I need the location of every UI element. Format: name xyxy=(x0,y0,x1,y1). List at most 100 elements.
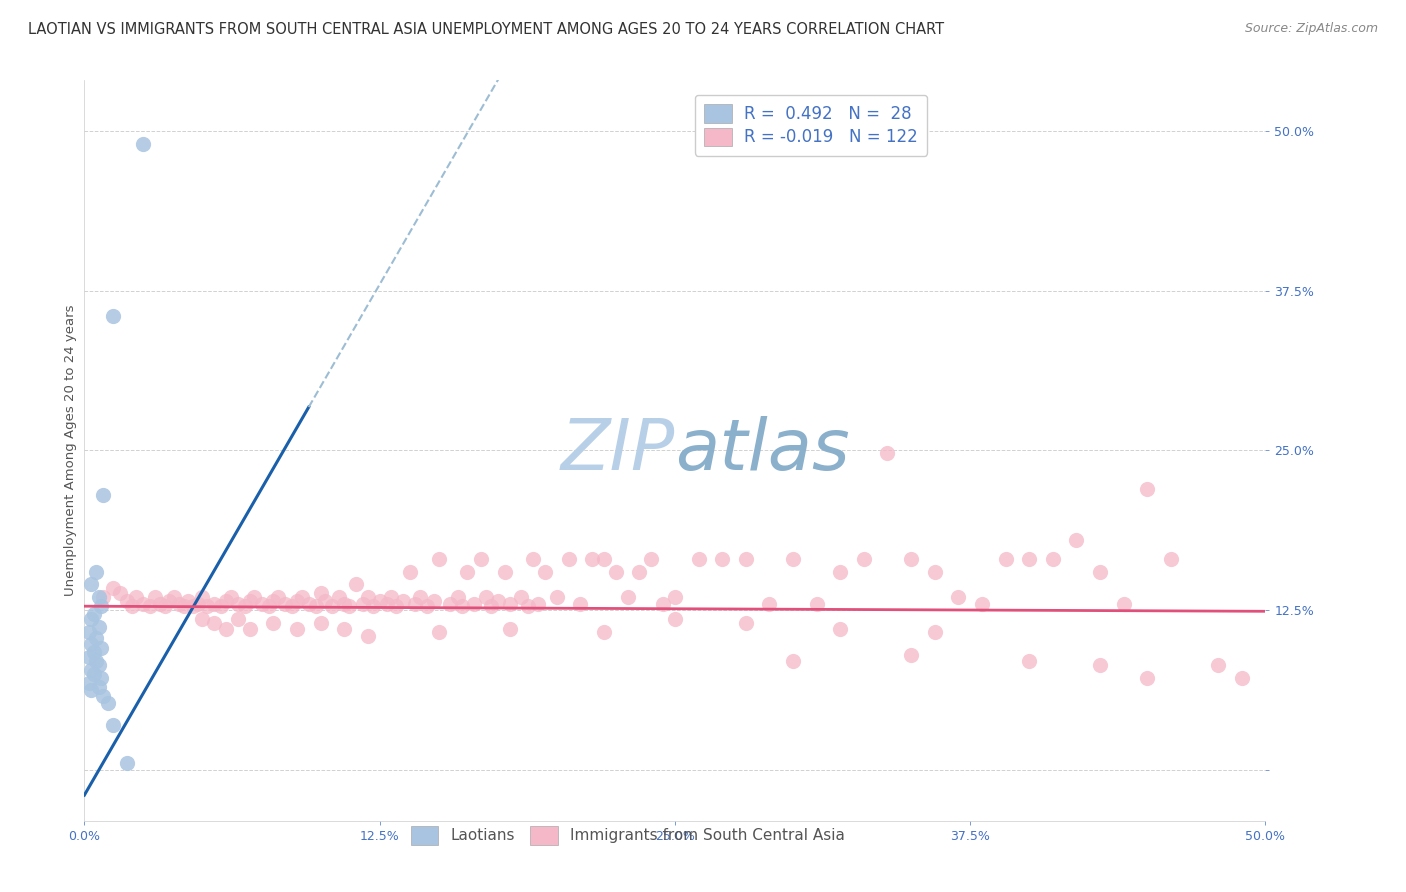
Point xyxy=(486,594,509,608)
Point xyxy=(80,663,103,677)
Point xyxy=(202,615,225,630)
Point xyxy=(416,599,439,614)
Point xyxy=(494,565,516,579)
Point xyxy=(806,597,828,611)
Point xyxy=(451,599,474,614)
Point xyxy=(534,565,557,579)
Point xyxy=(664,591,686,605)
Point xyxy=(157,594,180,608)
Point xyxy=(309,586,332,600)
Point xyxy=(80,612,103,626)
Point xyxy=(243,591,266,605)
Point xyxy=(392,594,415,608)
Point xyxy=(115,756,138,771)
Point xyxy=(209,599,232,614)
Point xyxy=(90,641,112,656)
Point xyxy=(546,591,568,605)
Point xyxy=(456,565,478,579)
Point xyxy=(852,552,875,566)
Point xyxy=(517,599,540,614)
Point xyxy=(640,552,662,566)
Point xyxy=(84,631,107,645)
Point xyxy=(181,599,204,614)
Point xyxy=(163,591,186,605)
Point xyxy=(101,582,124,596)
Point xyxy=(115,594,138,608)
Point xyxy=(830,622,852,636)
Point xyxy=(274,597,297,611)
Point xyxy=(101,310,124,324)
Point xyxy=(1206,657,1229,672)
Point xyxy=(994,552,1017,566)
Point xyxy=(305,599,328,614)
Point xyxy=(1088,657,1111,672)
Point xyxy=(581,552,603,566)
Point xyxy=(399,565,422,579)
Point xyxy=(285,622,308,636)
Point xyxy=(498,622,520,636)
Point xyxy=(149,597,172,611)
Point xyxy=(344,577,367,591)
Text: ZIP: ZIP xyxy=(561,416,675,485)
Point xyxy=(337,599,360,614)
Point xyxy=(380,591,402,605)
Point xyxy=(734,552,756,566)
Point xyxy=(605,565,627,579)
Point xyxy=(1066,533,1088,547)
Legend: Laotians, Immigrants from South Central Asia: Laotians, Immigrants from South Central … xyxy=(402,817,853,854)
Point xyxy=(173,599,195,614)
Point xyxy=(215,622,238,636)
Point xyxy=(475,591,498,605)
Point xyxy=(1088,565,1111,579)
Point xyxy=(91,591,114,605)
Point xyxy=(463,597,485,611)
Point xyxy=(90,671,112,685)
Point xyxy=(80,683,103,698)
Point xyxy=(970,597,993,611)
Point xyxy=(215,594,238,608)
Point xyxy=(177,594,200,608)
Point xyxy=(470,552,492,566)
Point xyxy=(309,615,332,630)
Point xyxy=(90,599,112,614)
Point xyxy=(202,597,225,611)
Point xyxy=(527,597,550,611)
Point xyxy=(77,650,100,665)
Point xyxy=(688,552,710,566)
Point xyxy=(782,552,804,566)
Point xyxy=(262,615,284,630)
Point xyxy=(1018,654,1040,668)
Point xyxy=(361,599,384,614)
Point xyxy=(257,599,280,614)
Point xyxy=(734,615,756,630)
Point xyxy=(77,624,100,639)
Point xyxy=(132,137,155,152)
Text: Source: ZipAtlas.com: Source: ZipAtlas.com xyxy=(1244,22,1378,36)
Point xyxy=(1042,552,1064,566)
Point xyxy=(167,597,190,611)
Point xyxy=(267,591,290,605)
Point xyxy=(328,591,350,605)
Point xyxy=(121,599,143,614)
Point xyxy=(409,591,432,605)
Point xyxy=(83,607,105,621)
Point xyxy=(132,597,155,611)
Text: atlas: atlas xyxy=(675,416,849,485)
Point xyxy=(250,597,273,611)
Point xyxy=(262,594,284,608)
Point xyxy=(91,689,114,703)
Point xyxy=(569,597,592,611)
Point xyxy=(427,552,450,566)
Point xyxy=(97,696,120,710)
Point xyxy=(87,591,110,605)
Point xyxy=(375,597,398,611)
Point xyxy=(125,591,148,605)
Point xyxy=(87,619,110,633)
Point xyxy=(900,648,922,662)
Point xyxy=(83,645,105,659)
Point xyxy=(239,594,262,608)
Point xyxy=(153,599,176,614)
Point xyxy=(101,718,124,732)
Point xyxy=(233,599,256,614)
Point xyxy=(139,599,162,614)
